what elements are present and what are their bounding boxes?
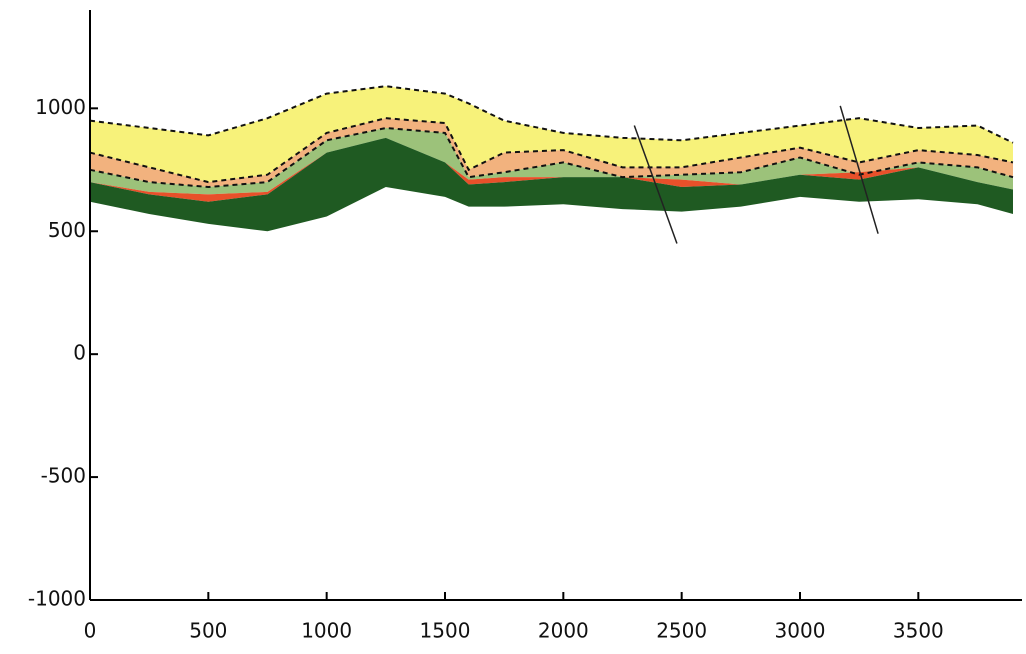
x-tick-label: 1000 <box>301 619 352 643</box>
y-tick-label: 1000 <box>35 95 86 119</box>
x-tick-label: 2000 <box>538 619 589 643</box>
x-tick-label: 500 <box>189 619 227 643</box>
y-tick-label: -1000 <box>28 587 86 611</box>
x-tick-label: 1500 <box>420 619 471 643</box>
chart: 1000 500 0 -500 -1000 0 500 1000 1500 2000 2500 300… <box>0 0 1026 654</box>
y-tick-label: -500 <box>41 464 86 488</box>
x-tick-label: 3500 <box>893 619 944 643</box>
x-tick-label: 0 <box>84 619 97 643</box>
x-tick-label: 3000 <box>775 619 826 643</box>
y-tick-label: 500 <box>48 218 86 242</box>
x-tick-label: 2500 <box>656 619 707 643</box>
y-tick-label: 0 <box>73 341 86 365</box>
